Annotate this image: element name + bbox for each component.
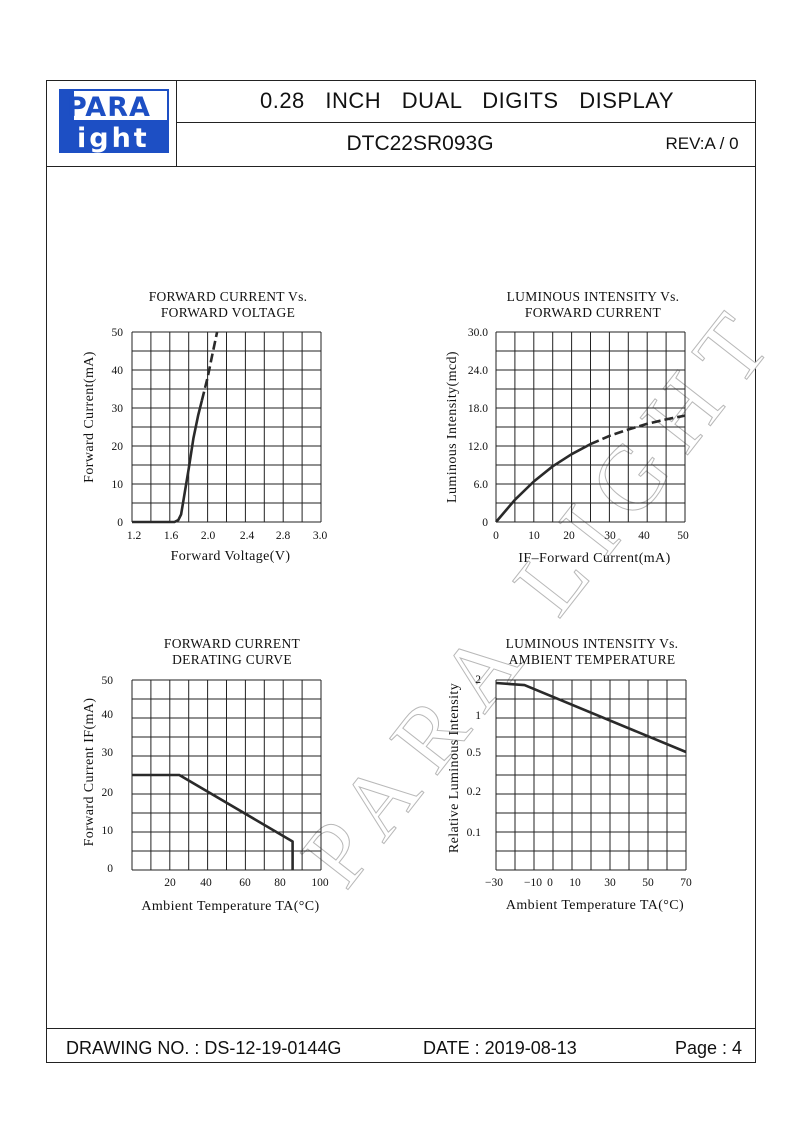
chart1-y-tick-label: 40 bbox=[112, 365, 124, 377]
chart3-y-tick-label: 20 bbox=[102, 787, 114, 799]
chart1-y-tick-label: 20 bbox=[112, 441, 124, 453]
chart2-y-tick-label: 6.0 bbox=[474, 479, 489, 491]
page-frame bbox=[46, 80, 756, 1063]
chart4-x-tick-label: 10 bbox=[569, 877, 581, 889]
para-light-logo: PARA ight bbox=[59, 89, 169, 154]
chart2-y-tick-label: 18.0 bbox=[468, 403, 488, 415]
chart2-title-line2: FORWARD CURRENT bbox=[525, 305, 662, 320]
header-divider-vertical bbox=[176, 80, 177, 166]
chart2-y-tick-label: 24.0 bbox=[468, 365, 488, 377]
chart1-title-line1: FORWARD CURRENT Vs. bbox=[149, 289, 308, 304]
drawing-number: DRAWING NO. : DS-12-19-0144G bbox=[66, 1038, 342, 1058]
chart2-x-tick-label: 50 bbox=[677, 530, 689, 542]
chart2-series-curve-1 bbox=[495, 442, 592, 523]
footer-date: DATE : 2019-08-13 bbox=[423, 1038, 577, 1058]
chart2-y-axis-label: Luminous Intensity(mcd) bbox=[445, 351, 460, 503]
chart1-series-curve-2 bbox=[200, 331, 219, 401]
chart3-y-tick-label: 0 bbox=[107, 863, 113, 875]
chart4-y-tick-label: 0.5 bbox=[467, 747, 482, 759]
chart1-x-tick-label: 3.0 bbox=[313, 530, 328, 542]
chart4-x-tick-label: 70 bbox=[680, 877, 692, 889]
chart2-x-tick-label: 0 bbox=[493, 530, 499, 542]
chart2-x-tick-label: 30 bbox=[604, 530, 616, 542]
chart1-y-tick-label: 50 bbox=[112, 327, 124, 339]
header-divider-bottom bbox=[46, 166, 756, 167]
header-divider-middle bbox=[176, 122, 756, 123]
chart1-x-tick-label: 2.8 bbox=[276, 530, 291, 542]
chart2-y-tick-label: 0 bbox=[482, 517, 488, 529]
chart2-x-tick-label: 40 bbox=[638, 530, 650, 542]
logo-text-para: PARA bbox=[67, 92, 151, 123]
chart1-x-tick-label: 1.2 bbox=[127, 530, 142, 542]
chart4-x-tick-label: −10 bbox=[524, 877, 542, 889]
chart4-y-axis-label: Relative Luminous Intensity bbox=[447, 683, 462, 853]
chart1-x-tick-label: 1.6 bbox=[164, 530, 179, 542]
chart2-x-tick-label: 10 bbox=[528, 530, 540, 542]
chart1-x-axis-label: Forward Voltage(V) bbox=[171, 549, 291, 564]
chart1-y-tick-label: 30 bbox=[112, 403, 124, 415]
chart3-y-tick-label: 50 bbox=[102, 675, 114, 687]
chart1-y-axis-label: Forward Current(mA) bbox=[82, 351, 97, 483]
chart3-y-axis-label: Forward Current IF(mA) bbox=[82, 698, 97, 847]
chart1-title-line2: FORWARD VOLTAGE bbox=[161, 305, 295, 320]
page-number: Page : 4 bbox=[675, 1038, 743, 1058]
chart2-series-curve-2 bbox=[589, 414, 686, 446]
chart4-series-curve-1 bbox=[495, 681, 687, 754]
chart1-x-tick-label: 2.0 bbox=[201, 530, 216, 542]
footer-divider bbox=[46, 1028, 756, 1029]
chart2-title-line1: LUMINOUS INTENSITY Vs. bbox=[507, 289, 680, 304]
logo-text-light: ight bbox=[77, 123, 150, 154]
chart4-y-tick-label: 0.2 bbox=[467, 786, 482, 798]
chart3-title-line2: DERATING CURVE bbox=[172, 652, 292, 667]
chart2-x-axis-label: IF–Forward Current(mA) bbox=[518, 551, 670, 566]
chart4-title-line2: AMBIENT TEMPERATURE bbox=[509, 652, 676, 667]
chart2-x-tick-label: 20 bbox=[563, 530, 575, 542]
chart3-x-tick-label: 60 bbox=[239, 877, 251, 889]
chart4-y-tick-label: 2 bbox=[475, 674, 481, 686]
chart4-x-tick-label: −30 bbox=[485, 877, 503, 889]
chart2-y-tick-label: 12.0 bbox=[468, 441, 488, 453]
chart4-x-tick-label: 0 bbox=[547, 877, 553, 889]
chart3-x-tick-label: 20 bbox=[164, 877, 176, 889]
chart3-title-line1: FORWARD CURRENT bbox=[164, 636, 301, 651]
chart1-x-tick-label: 2.4 bbox=[240, 530, 255, 542]
chart3-x-tick-label: 40 bbox=[200, 877, 212, 889]
chart3-x-axis-label: Ambient Temperature TA(°C) bbox=[141, 899, 319, 914]
document-title: 0.28 INCH DUAL DIGITS DISPLAY bbox=[259, 88, 675, 113]
chart3-y-tick-label: 30 bbox=[102, 747, 114, 759]
chart4-y-tick-label: 1 bbox=[475, 710, 481, 722]
chart2-y-tick-label: 30.0 bbox=[468, 327, 488, 339]
chart3-series-curve-1 bbox=[132, 773, 294, 870]
chart4-title-line1: LUMINOUS INTENSITY Vs. bbox=[506, 636, 679, 651]
chart3-x-tick-label: 80 bbox=[274, 877, 286, 889]
chart4-x-tick-label: 30 bbox=[604, 877, 616, 889]
chart1-series-curve-1 bbox=[132, 400, 204, 524]
chart3-x-tick-label: 100 bbox=[311, 877, 329, 889]
part-number: DTC22SR093G bbox=[346, 132, 494, 155]
chart4-x-tick-label: 50 bbox=[642, 877, 654, 889]
chart1-y-tick-label: 0 bbox=[117, 517, 123, 529]
chart3-y-tick-label: 40 bbox=[102, 709, 114, 721]
chart4-y-tick-label: 0.1 bbox=[467, 827, 482, 839]
revision: REV:A / 0 bbox=[665, 134, 739, 153]
chart1-y-tick-label: 10 bbox=[112, 479, 124, 491]
chart4-x-axis-label: Ambient Temperature TA(°C) bbox=[506, 898, 684, 913]
chart3-y-tick-label: 10 bbox=[102, 825, 114, 837]
